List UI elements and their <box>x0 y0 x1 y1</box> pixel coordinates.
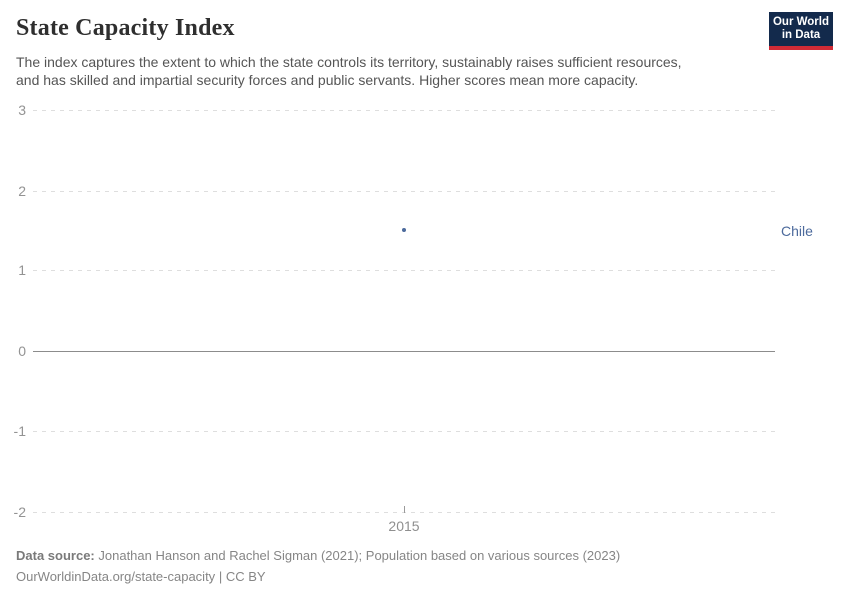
footer-source: Data source: Jonathan Hanson and Rachel … <box>16 548 620 563</box>
data-source-text: Jonathan Hanson and Rachel Sigman (2021)… <box>98 548 621 563</box>
subtitle-line: The index captures the extent to which t… <box>16 54 682 70</box>
x-axis-label: 2015 <box>388 518 420 534</box>
data-point-chile[interactable] <box>402 228 406 232</box>
y-axis-label: -1 <box>13 423 26 439</box>
license-text: CC BY <box>225 569 266 584</box>
page-title: State Capacity Index <box>16 15 235 41</box>
footer-separator: | <box>218 569 223 584</box>
footer-license: OurWorldinData.org/state-capacity | CC B… <box>16 569 266 584</box>
gridline <box>33 110 775 111</box>
gridline <box>33 191 775 192</box>
logo-text-line: in Data <box>781 29 821 41</box>
chart-subtitle: The index captures the extent to which t… <box>16 53 682 89</box>
zero-line <box>33 351 775 352</box>
x-axis-tick <box>404 506 405 513</box>
data-source-label: Data source: <box>16 548 95 563</box>
logo-text-line: Our World <box>772 16 829 28</box>
subtitle-line: and has skilled and impartial security f… <box>16 72 639 88</box>
owid-logo[interactable]: Our World in Data <box>769 12 833 50</box>
gridline <box>33 431 775 432</box>
y-axis-label: 2 <box>18 183 26 199</box>
y-axis-label: 1 <box>18 262 26 278</box>
y-axis-label: 0 <box>18 343 26 359</box>
y-axis-label: -2 <box>13 504 26 520</box>
entity-label-chile[interactable]: Chile <box>781 223 813 239</box>
footer-link[interactable]: OurWorldinData.org/state-capacity <box>16 569 216 584</box>
gridline <box>33 270 775 271</box>
y-axis-label: 3 <box>18 102 26 118</box>
